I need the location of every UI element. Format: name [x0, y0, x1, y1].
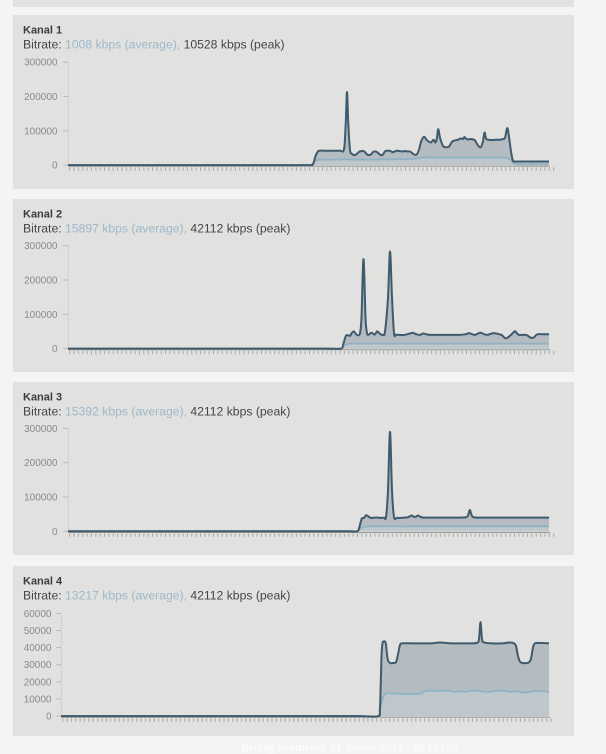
svg-text:100000: 100000 — [24, 493, 58, 504]
svg-text:200000: 200000 — [24, 276, 58, 287]
svg-text:0: 0 — [46, 711, 52, 722]
svg-text:200000: 200000 — [24, 458, 58, 469]
svg-text:Kanal 3: Kanal 3 — [23, 392, 62, 404]
svg-text:300000: 300000 — [24, 58, 58, 69]
svg-text:50000: 50000 — [24, 626, 52, 637]
svg-text:Bitrate: 15897 kbps (average),: Bitrate: 15897 kbps (average), 42112 kbp… — [23, 222, 290, 236]
svg-text:200000: 200000 — [24, 92, 58, 103]
svg-text:10000: 10000 — [24, 694, 52, 705]
svg-text:Kanal 1: Kanal 1 — [23, 25, 62, 37]
svg-text:300000: 300000 — [24, 241, 58, 252]
svg-text:0: 0 — [52, 527, 58, 538]
svg-text:100000: 100000 — [24, 126, 58, 137]
svg-text:Bitrate: 15392 kbps (average),: Bitrate: 15392 kbps (average), 42112 kbp… — [23, 405, 290, 419]
svg-text:0: 0 — [52, 344, 58, 355]
svg-text:Bitrate: 1008 kbps (average),: Bitrate: 1008 kbps (average), 10528 kbps… — [23, 38, 285, 52]
svg-text:Kanal 2: Kanal 2 — [23, 209, 62, 221]
svg-text:300000: 300000 — [24, 424, 58, 435]
svg-text:40000: 40000 — [24, 643, 52, 654]
svg-text:100000: 100000 — [24, 310, 58, 321]
svg-text:Kanal 4: Kanal 4 — [23, 575, 63, 587]
svg-text:30000: 30000 — [24, 660, 52, 671]
svg-text:0: 0 — [52, 161, 58, 172]
svg-text:20000: 20000 — [24, 677, 52, 688]
svg-text:Bitrate: 13217 kbps (average),: Bitrate: 13217 kbps (average), 42112 kbp… — [23, 588, 290, 602]
svg-text:60000: 60000 — [24, 608, 52, 619]
